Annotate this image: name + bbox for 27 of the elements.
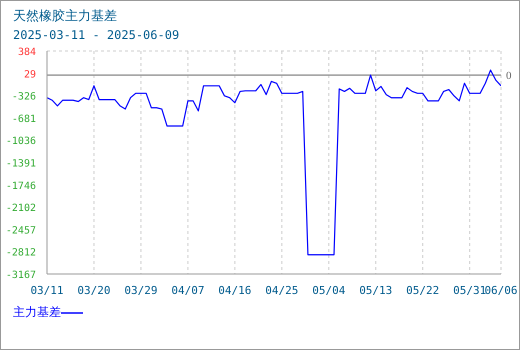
y-tick-label: -681	[12, 114, 36, 125]
x-tick-label: 05/13	[359, 284, 392, 297]
x-tick-label: 04/25	[265, 284, 298, 297]
line-series	[47, 69, 501, 256]
x-tick-label: 04/16	[218, 284, 252, 297]
y-tick-label: -1036	[6, 136, 36, 148]
legend-label: 主力基差	[13, 304, 62, 321]
x-tick-label: 05/22	[406, 284, 440, 297]
y-tick-label: 29	[24, 69, 36, 80]
y-tick-label: -2102	[6, 203, 36, 214]
y-tick-label: -2457	[6, 225, 36, 236]
y-tick-label: -1746	[6, 180, 36, 192]
x-tick-label: 05/04	[312, 284, 346, 297]
y-tick-label: -1391	[6, 158, 36, 170]
chart-title: 天然橡胶主力基差	[13, 8, 117, 25]
x-tick-label: 04/07	[171, 284, 204, 297]
x-tick-label: 03/11	[30, 284, 64, 297]
ref-line-label: 0	[506, 70, 512, 82]
x-tick-label: 06/06	[484, 284, 518, 297]
x-tick-label: 05/31	[453, 284, 486, 297]
chart-subtitle: 2025-03-11 - 2025-06-09	[13, 28, 180, 42]
y-tick-label: 384	[18, 47, 36, 58]
y-tick-label: -326	[12, 92, 36, 103]
x-tick-label: 03/29	[124, 284, 158, 297]
y-tick-label: -2812	[6, 248, 36, 259]
y-tick-label: -3167	[6, 270, 36, 281]
x-tick-label: 03/20	[77, 284, 111, 297]
